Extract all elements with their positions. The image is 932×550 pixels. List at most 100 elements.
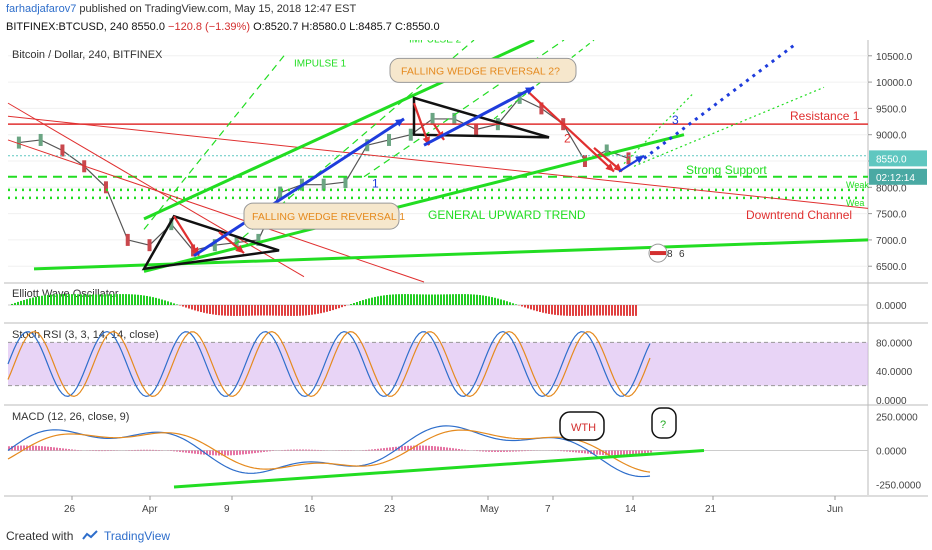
ewo-bar xyxy=(593,305,595,316)
macd-histogram-bar xyxy=(260,450,262,453)
macd-histogram-bar xyxy=(101,450,103,452)
ewo-bar xyxy=(173,303,175,305)
macd-histogram-bar xyxy=(521,450,523,452)
ewo-bar xyxy=(164,300,166,305)
macd-histogram-bar xyxy=(479,450,481,452)
general-upward-trend-line xyxy=(143,133,685,273)
ewo-bar xyxy=(377,296,379,305)
macd-histogram-bar xyxy=(638,450,640,454)
ewo-bar xyxy=(479,295,481,305)
tradingview-brand[interactable]: TradingView xyxy=(104,529,171,543)
question-callout-box xyxy=(651,407,677,439)
price-candle xyxy=(125,233,130,246)
y-tick-label-1: 10000.0 xyxy=(876,78,913,89)
ewo-bar xyxy=(263,305,265,316)
ewo-bar xyxy=(428,294,430,305)
stoch-tick-label-0: 80.0000 xyxy=(876,338,913,349)
badge-label-b: 6 xyxy=(679,249,685,260)
strong-support-label: Strong Support xyxy=(686,163,767,177)
ewo-bar xyxy=(191,305,193,310)
ewo-bar xyxy=(569,305,571,316)
macd-histogram-bar xyxy=(254,450,256,454)
ewo-bar xyxy=(383,295,385,305)
macd-histogram-bar xyxy=(182,450,184,453)
ewo-bar xyxy=(209,305,211,314)
ewo-bar xyxy=(254,305,256,316)
macd-histogram-bar xyxy=(179,450,181,452)
macd-histogram-bar xyxy=(599,450,601,455)
price-candle xyxy=(16,136,21,149)
ewo-bar xyxy=(458,294,460,305)
ewo-bar xyxy=(551,305,553,315)
price-candle xyxy=(212,239,217,252)
price-candle xyxy=(256,233,261,246)
ewo-bar xyxy=(338,305,340,309)
price-candle xyxy=(60,144,65,157)
macd-histogram-bar xyxy=(212,450,214,456)
y-tick-label-3: 9000.0 xyxy=(876,131,907,142)
macd-histogram-bar xyxy=(584,450,586,454)
stoch-tick-label-2: 0.0000 xyxy=(876,396,907,407)
macd-histogram-bar xyxy=(248,450,250,454)
macd-histogram-bar xyxy=(497,450,499,452)
ewo-bar xyxy=(632,305,634,316)
author-link[interactable]: farhadjafarov7 xyxy=(6,3,77,15)
macd-histogram-bar xyxy=(368,449,370,451)
ewo-bar xyxy=(215,305,217,315)
ewo-bar xyxy=(110,294,112,305)
stoch-d-line xyxy=(7,330,651,398)
footer: Created with TradingView xyxy=(0,522,932,550)
macd-histogram-bar xyxy=(44,446,46,451)
macd-histogram-bar xyxy=(74,449,76,451)
ewo-bar xyxy=(326,305,328,312)
macd-histogram-bar xyxy=(197,450,199,455)
macd-histogram-bar xyxy=(488,450,490,452)
ewo-bar xyxy=(74,294,76,305)
macd-histogram-bar xyxy=(317,449,319,451)
ewo-bar xyxy=(545,305,547,314)
ewo-bar xyxy=(128,294,130,305)
macd-histogram-bar xyxy=(152,449,154,451)
ewo-bar xyxy=(536,305,538,312)
macd-histogram-bar xyxy=(575,450,577,453)
macd-histogram-bar xyxy=(401,446,403,451)
ewo-bar xyxy=(500,299,502,305)
macd-histogram-bar xyxy=(632,450,634,455)
macd-histogram-bar xyxy=(17,445,19,451)
macd-histogram-bar xyxy=(482,450,484,452)
y-tick-label-5: 8000.0 xyxy=(876,183,907,194)
ewo-bar xyxy=(386,294,388,305)
macd-histogram-bar xyxy=(20,445,22,451)
fw-reversal-1-box xyxy=(243,202,400,230)
macd-histogram-bar xyxy=(284,449,286,451)
ewo-bar xyxy=(65,294,67,305)
ewo-bar xyxy=(233,305,235,316)
ewo-bar xyxy=(137,294,139,305)
chart-area[interactable]: 10500.010000.09500.09000.08500.08000.075… xyxy=(4,40,928,518)
ewo-bar xyxy=(56,294,58,305)
macd-histogram-bar xyxy=(419,445,421,451)
ewo-bar xyxy=(407,294,409,305)
macd-histogram-bar xyxy=(458,448,460,451)
ewo-bar xyxy=(182,305,184,307)
chart-svg[interactable]: 10500.010000.09500.09000.08500.08000.075… xyxy=(4,40,928,518)
macd-histogram-bar xyxy=(59,448,61,451)
ewo-bar xyxy=(269,305,271,316)
macd-histogram-bar xyxy=(392,447,394,451)
ewo-bar xyxy=(485,295,487,305)
ewo-bar xyxy=(197,305,199,312)
macd-histogram-bar xyxy=(635,450,637,455)
macd-histogram-bar xyxy=(602,450,604,455)
macd-histogram-bar xyxy=(512,450,514,452)
ewo-bar xyxy=(194,305,196,311)
price-change: −120.8 (−1.39%) xyxy=(168,21,250,33)
ewo-bar xyxy=(14,302,16,305)
macd-histogram-bar xyxy=(449,447,451,451)
ewo-bar xyxy=(245,305,247,316)
impulse-2-line-b xyxy=(363,40,565,178)
ewo-bar xyxy=(290,305,292,316)
macd-histogram-bar xyxy=(491,450,493,452)
macd-histogram-bar xyxy=(230,450,232,456)
ewo-bar xyxy=(608,305,610,316)
ewo-bar xyxy=(257,305,259,316)
